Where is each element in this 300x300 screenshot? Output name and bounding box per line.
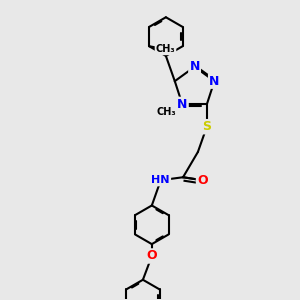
- Text: CH₃: CH₃: [156, 107, 176, 117]
- Text: N: N: [189, 60, 200, 73]
- Text: O: O: [146, 250, 157, 262]
- Text: S: S: [202, 120, 211, 133]
- Text: O: O: [197, 174, 208, 187]
- Text: CH₃: CH₃: [156, 44, 175, 54]
- Text: N: N: [209, 75, 220, 88]
- Text: HN: HN: [152, 175, 170, 185]
- Text: N: N: [177, 98, 188, 111]
